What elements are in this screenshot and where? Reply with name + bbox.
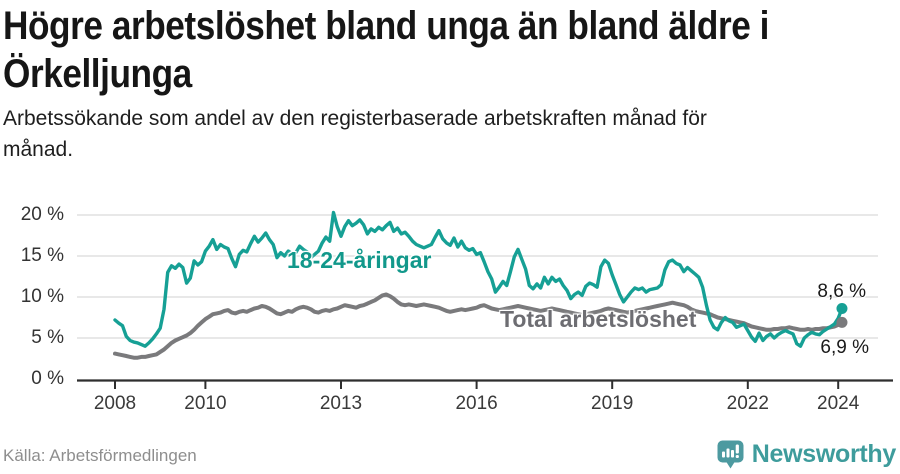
x-tick-label: 2008 — [93, 393, 137, 414]
source-attribution: Källa: Arbetsförmedlingen — [3, 446, 197, 465]
x-tick-label: 2019 — [591, 393, 634, 414]
series-label-total: Total arbetslöshet — [500, 306, 697, 332]
x-tick-label: 2010 — [184, 393, 227, 414]
page-title: Högre arbetslöshet bland unga än bland ä… — [3, 2, 900, 98]
title-line-1: Högre arbetslöshet bland unga än bland ä… — [3, 4, 770, 48]
series-line-total — [113, 292, 844, 360]
series-line-youth — [113, 210, 844, 348]
series-end-dot-total — [836, 316, 848, 328]
x-tick-label: 2024 — [817, 393, 860, 414]
x-tick-label: 2016 — [455, 393, 498, 414]
y-tick-label: 0 % — [31, 368, 64, 389]
newsworthy-logo: Newsworthy — [717, 440, 896, 469]
end-value-label-total: 6,9 % — [820, 337, 869, 358]
newsworthy-bubble-chart-icon — [717, 440, 744, 469]
series-label-youth: 18-24-åringar — [287, 247, 432, 273]
end-value-label-youth: 8,6 % — [817, 281, 866, 302]
y-tick-label: 10 % — [20, 286, 64, 307]
chart-subtitle: Arbetssökande som andel av den registerb… — [3, 103, 883, 165]
y-tick-label: 20 % — [20, 204, 64, 225]
y-tick-label: 5 % — [31, 327, 64, 348]
x-tick-label: 2013 — [319, 393, 363, 414]
y-tick-label: 15 % — [20, 245, 64, 266]
x-tick-label: 2022 — [726, 393, 769, 414]
newsworthy-wordmark: Newsworthy — [751, 440, 897, 468]
series-end-dot-youth — [836, 302, 848, 314]
title-line-2: Örkelljunga — [3, 52, 192, 96]
subtitle-line-2: månad. — [3, 138, 74, 161]
subtitle-line-1: Arbetssökande som andel av den registerb… — [3, 107, 707, 130]
